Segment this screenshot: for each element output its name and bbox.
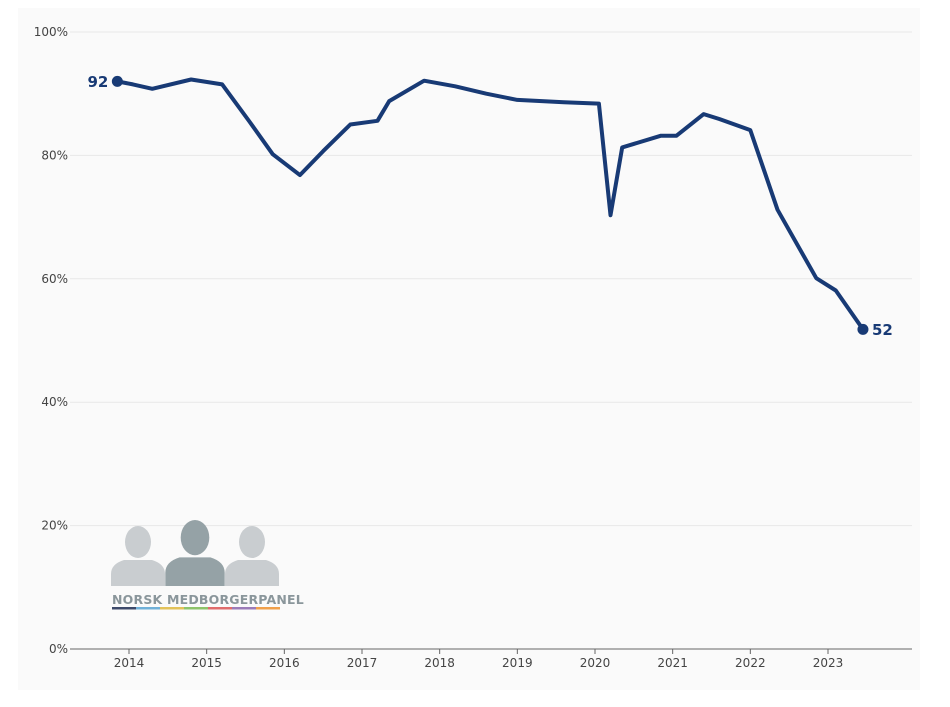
logo-person-body xyxy=(165,557,225,586)
endpoint-label: 92 xyxy=(87,73,108,91)
y-tick-label: 80% xyxy=(41,148,68,162)
logo-person-head xyxy=(125,526,151,558)
logo-stripe xyxy=(208,607,232,610)
logo-person-center xyxy=(165,520,225,586)
y-tick-label: 40% xyxy=(41,395,68,409)
axis-layer: 0% 20% 40% 60% 80% 100% 2014 2015 2016 2017 2018 20… xyxy=(34,25,912,670)
x-tick-label: 2022 xyxy=(735,656,766,670)
y-tick-label: 60% xyxy=(41,272,68,286)
logo-text: NORSK MEDBORGERPANEL xyxy=(112,592,304,607)
y-tick-label: 100% xyxy=(34,25,68,39)
logo-color-stripes xyxy=(112,607,280,610)
x-tick-label: 2014 xyxy=(114,656,145,670)
logo-people-icon xyxy=(111,520,279,586)
y-tick-label: 20% xyxy=(41,519,68,533)
logo-stripe xyxy=(136,607,160,610)
x-tick-label: 2018 xyxy=(424,656,455,670)
endpoint-marker xyxy=(857,323,869,335)
series-layer xyxy=(115,77,865,332)
logo-stripe xyxy=(256,607,280,610)
logo-person-right xyxy=(225,526,279,586)
x-tick-label: 2016 xyxy=(269,656,300,670)
x-tick-label: 2017 xyxy=(347,656,378,670)
logo-person-left xyxy=(111,526,165,586)
x-tick-label: 2015 xyxy=(191,656,222,670)
endpoint-label: 52 xyxy=(872,321,893,339)
norsk-medborgerpanel-logo: NORSK MEDBORGERPANEL xyxy=(111,520,304,610)
endpoint-marker xyxy=(111,75,123,87)
logo-stripe xyxy=(160,607,184,610)
logo-stripe xyxy=(184,607,208,610)
label-layer: 92 52 xyxy=(87,73,892,339)
x-tick-label: 2020 xyxy=(580,656,611,670)
logo-stripe xyxy=(112,607,136,610)
x-tick-label: 2021 xyxy=(657,656,688,670)
logo-person-head xyxy=(239,526,265,558)
x-tick-label: 2023 xyxy=(813,656,844,670)
logo-stripe xyxy=(232,607,256,610)
logo-person-body xyxy=(111,560,165,586)
series-line xyxy=(115,77,865,332)
logo-person-head xyxy=(180,520,210,556)
grid-layer xyxy=(70,31,912,527)
plot-background xyxy=(18,8,920,690)
x-tick-label: 2019 xyxy=(502,656,533,670)
y-tick-label: 0% xyxy=(49,642,68,656)
logo-person-body xyxy=(225,560,279,586)
